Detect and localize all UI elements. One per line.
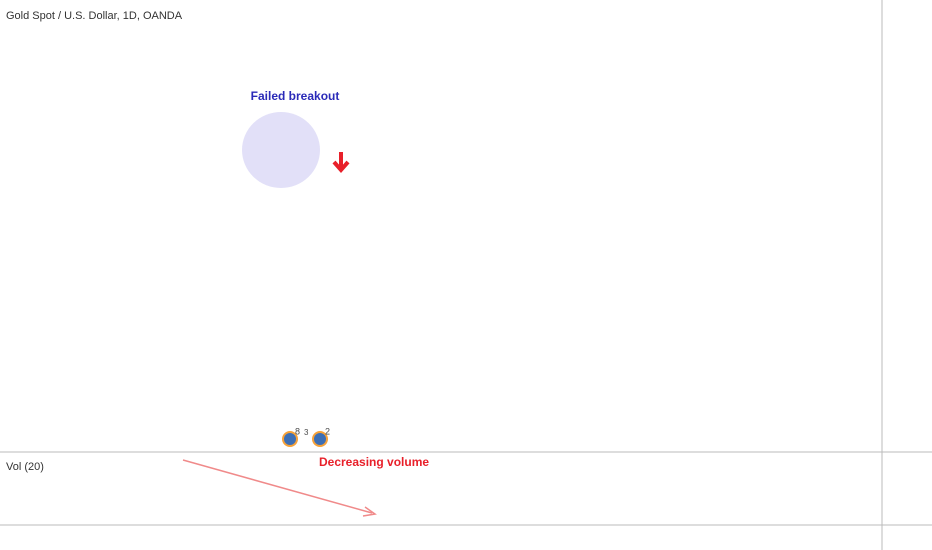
event-count: 2 <box>325 426 330 436</box>
down-arrow <box>332 152 350 174</box>
event-count: 3 <box>304 428 309 437</box>
overlay: 8 3 2 Gold Spot / U.S. Dollar, 1D, OANDA… <box>6 10 429 517</box>
volume-trend-head <box>362 506 377 517</box>
event-icon <box>284 433 296 445</box>
annotation: Failed breakout <box>251 89 340 103</box>
volume-title: Vol (20) <box>6 461 44 473</box>
event-count: 8 <box>295 426 300 436</box>
annotation: Decreasing volume <box>319 455 429 469</box>
volume-trend <box>182 459 373 514</box>
chart-title: Gold Spot / U.S. Dollar, 1D, OANDA <box>6 10 183 22</box>
highlight-circle <box>242 112 320 188</box>
event-icon <box>314 433 326 445</box>
